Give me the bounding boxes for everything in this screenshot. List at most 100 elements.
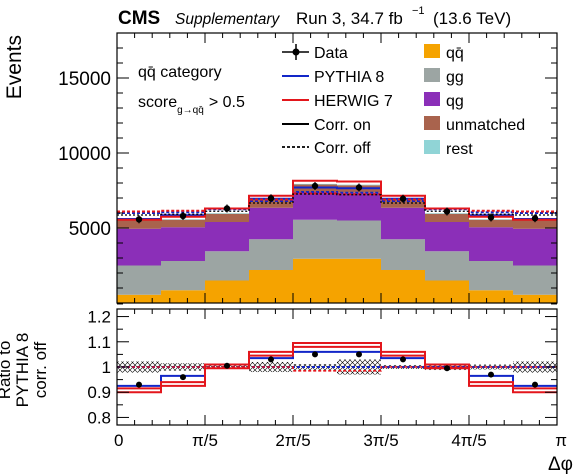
bar-unmatched [205, 213, 249, 222]
bar-qg [205, 222, 249, 252]
y-tick-label: 15000 [58, 69, 111, 90]
ratio-data-point [224, 362, 230, 369]
bar-qqbar [513, 294, 557, 303]
x-tick-label: 4π/5 [451, 431, 486, 450]
legend-item-qqbar: qq̄ [424, 44, 464, 62]
bar-unmatched [381, 199, 425, 208]
bar-unmatched [161, 219, 205, 228]
x-axis-label: Δφ [548, 454, 573, 474]
bar-unmatched [117, 219, 161, 229]
bar-qg [337, 192, 381, 221]
bar-gg [381, 239, 425, 270]
bar-gg [161, 261, 205, 291]
ratio-data-point [532, 381, 538, 388]
svg-text:Corr. on: Corr. on [314, 117, 371, 134]
bar-qg [117, 228, 161, 266]
prediction-lines [117, 179, 557, 221]
ratio-herwig-corr-on-lower-line [117, 345, 557, 394]
ratio-y-tick-label: 1.2 [87, 308, 111, 327]
bar-qqbar [205, 280, 249, 303]
ratio-data-points [136, 351, 538, 388]
y-tick-label: 5000 [69, 219, 111, 240]
x-tick-label: π [555, 431, 567, 450]
legend-item-corr-on: Corr. on [282, 117, 371, 134]
bar-rest [205, 213, 249, 214]
data-point [399, 195, 407, 202]
bar-qqbar [117, 294, 161, 303]
main-panel: 5000 10000 15000 Events [3, 32, 558, 304]
ratio-y-ticks: 0.8 0.9 1 1.1 1.2 [87, 303, 557, 427]
bar-qqbar [381, 270, 425, 303]
ratio-data-point [180, 374, 186, 381]
bar-gg [249, 239, 293, 270]
main-y-ticks: 5000 10000 15000 [58, 32, 557, 304]
data-point [135, 216, 143, 223]
svg-text:gg: gg [446, 69, 464, 86]
svg-text:HERWIG 7: HERWIG 7 [314, 93, 393, 110]
legend-item-pythia: PYTHIA 8 [282, 69, 384, 86]
bar-unmatched [513, 219, 557, 229]
header: CMS Supplementary Run 3, 34.7 fb −1 (13.… [118, 5, 511, 29]
herwig-corr-on-line [117, 179, 557, 221]
bar-gg [117, 265, 161, 295]
data-point [223, 205, 231, 212]
bar-qg [161, 227, 205, 261]
ratio-data-point [136, 381, 142, 388]
bar-qg [469, 227, 513, 261]
ratio-y-tick-label: 1 [102, 358, 111, 377]
stacked-histogram [117, 183, 557, 303]
data-point [355, 184, 363, 191]
legend-item-unmatched: unmatched [424, 116, 525, 134]
bar-qg [293, 192, 337, 220]
legend-item-rest: rest [424, 140, 473, 158]
ratio-data-point [444, 365, 450, 372]
bar-unmatched [249, 199, 293, 208]
bar-unmatched [425, 213, 469, 222]
bar-qg [381, 207, 425, 240]
lumi-exponent: −1 [412, 5, 425, 17]
legend-item-herwig: HERWIG 7 [282, 93, 393, 110]
svg-text:Data: Data [314, 45, 348, 62]
legend: Data PYTHIA 8 HERWIG 7 Corr. on Corr. of… [282, 44, 525, 158]
x-tick-label: 0 [114, 431, 123, 450]
cms-label: CMS [118, 8, 160, 29]
bar-gg [293, 219, 337, 259]
run-label: Run 3, 34.7 fb [296, 9, 403, 28]
bar-unmatched [469, 219, 513, 228]
data-points [135, 182, 539, 224]
bar-qg [513, 228, 557, 266]
ratio-data-point [312, 351, 318, 358]
bar-qqbar [293, 258, 337, 303]
bar-qg [249, 207, 293, 240]
ratio-x-ticks: 0 π/5 2π/5 3π/5 4π/5 π [114, 309, 567, 450]
supplementary-label: Supplementary [175, 11, 281, 28]
y-axis-label: Events [3, 35, 26, 99]
x-tick-label: π/5 [192, 431, 218, 450]
ratio-data-point [356, 351, 362, 358]
bar-qg [425, 222, 469, 252]
svg-text:Corr. off: Corr. off [314, 140, 371, 157]
data-point [267, 195, 275, 202]
category-label: qq̄ category [138, 64, 222, 81]
ratio-y-tick-label: 1.1 [87, 333, 111, 352]
ratio-panel: 0.8 0.9 1 1.1 1.2 0 π/5 2π/5 3π/5 4π/5 π Ratio to… [0, 303, 573, 474]
svg-text:qq̄: qq̄ [446, 45, 464, 62]
legend-item-corr-off: Corr. off [282, 140, 371, 157]
svg-text:unmatched: unmatched [446, 117, 525, 134]
svg-text:PYTHIA 8: PYTHIA 8 [314, 69, 384, 86]
legend-item-qg: qg [424, 92, 464, 110]
corr-off-overlay-line [117, 193, 557, 216]
data-marker-icon [292, 48, 300, 56]
main-x-ticks [116, 33, 558, 303]
x-tick-label: 2π/5 [275, 431, 310, 450]
ratio-data-point [400, 356, 406, 363]
bar-gg [337, 220, 381, 259]
ratio-data-point [488, 371, 494, 378]
score-label: scoreg→qq̄ > 0.5 [138, 94, 245, 116]
data-point [531, 215, 539, 222]
data-point [311, 182, 319, 190]
bar-qqbar [469, 290, 513, 303]
ratio-data-point [268, 356, 274, 363]
svg-text:qg: qg [446, 93, 464, 110]
bar-qqbar [337, 258, 381, 303]
